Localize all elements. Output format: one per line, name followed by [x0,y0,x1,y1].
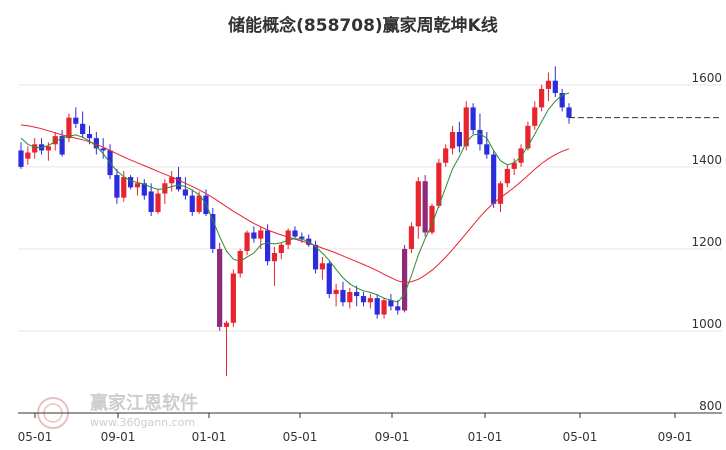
candle-body [477,129,483,145]
candle-body [52,136,58,145]
candle-body [148,191,154,212]
candle-body [408,226,415,249]
candle-body [292,230,298,237]
candle-body [32,144,38,153]
candle-body [175,177,182,190]
x-tick-label: 05-01 [283,430,318,444]
candle-body [456,131,462,147]
candle-body [518,148,524,163]
candle-body [395,306,401,311]
candle-body [121,177,127,198]
candle-body [470,107,476,130]
candle-body [381,300,387,315]
ma-fast-line [20,92,570,303]
candle-body [258,230,264,239]
candle-body [93,138,99,149]
candle-body [347,291,353,303]
candles [18,66,572,377]
candle-body [86,134,93,139]
chart-title: 储能概念(858708)赢家周乾坤K线 [228,15,498,36]
candle-body [429,205,435,233]
y-tick-label: 1600 [691,71,722,85]
x-tick-label: 09-01 [101,430,136,444]
candle-body [100,148,106,151]
x-tick-label: 09-01 [658,430,693,444]
x-tick-label: 09-01 [375,430,410,444]
y-tick-label: 800 [699,399,722,413]
x-tick-label: 01-01 [192,430,227,444]
candle-body [319,263,325,270]
candle-body [217,248,223,327]
candle-body [497,183,504,204]
candle-body [230,273,236,323]
candle-body [312,244,319,270]
candle-body [66,117,72,139]
y-tick-label: 1400 [691,153,722,167]
candle-body [367,298,373,303]
candle-body [237,250,243,274]
candle-body [525,125,531,149]
candle-body [128,177,134,188]
watermark-url: www.360gann.com [90,416,195,429]
y-tick-label: 1000 [691,317,722,331]
candle-body [134,183,141,188]
candle-body [141,183,147,196]
candle-body [18,150,24,167]
candle-body [360,296,367,303]
candle-body [265,230,271,262]
candle-body [354,291,360,297]
candle-body [422,181,428,233]
candle-body [25,152,31,159]
candle-body [504,168,510,184]
x-tick-label: 01-01 [468,430,503,444]
candle-body [223,322,230,327]
candle-body [340,289,346,303]
candle-body [463,107,469,147]
x-tick-label: 05-01 [563,430,598,444]
candle-body [539,88,545,108]
candle-body [443,148,449,163]
candle-body [491,154,497,204]
candle-body [73,117,79,124]
candle-body [566,107,572,118]
candle-body [196,195,202,212]
candle-body [484,144,490,155]
candle-body [402,248,408,311]
candle-body [278,244,284,254]
candle-body [59,136,65,155]
candle-body [244,232,250,251]
candle-body [511,162,517,169]
candle-body [436,162,442,206]
candle-body [559,93,565,108]
candle-body [271,253,278,262]
x-tick-label: 05-01 [18,430,53,444]
watermark: 赢家江恩软件 www.360gann.com [37,392,198,429]
candle-body [333,289,339,295]
grid-lines [18,84,722,332]
candle-body [210,214,216,249]
candle-body [415,181,421,227]
axes: 800 1000 1200 1400 1600 05-01 09-01 01-01 05-01 0… [18,71,722,444]
candle-body [545,80,552,89]
candle-body [299,236,305,239]
candle-body [285,230,291,245]
candle-body [449,131,456,149]
candle-body [45,146,51,151]
watermark-brand: 赢家江恩软件 [90,392,198,414]
candle-body [169,177,175,184]
candle-body [388,300,394,307]
y-tick-label: 1200 [691,235,722,249]
candle-body [532,107,538,126]
candle-body [251,232,257,239]
candle-body [189,195,195,212]
candle-body [155,193,161,212]
candle-body [114,175,120,198]
candle-body [326,263,332,295]
candle-body [80,123,86,135]
candle-body [374,298,380,315]
candle-body [182,189,188,196]
candle-body [552,80,558,94]
